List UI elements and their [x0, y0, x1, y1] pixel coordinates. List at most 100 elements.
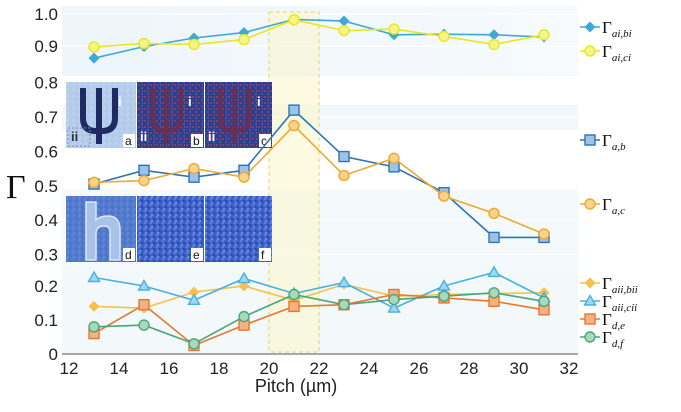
svg-text:ii: ii: [208, 129, 215, 144]
data-point-aii_cii: [337, 275, 351, 288]
data-point-a_b: [488, 231, 500, 244]
data-point-ai_ci: [188, 38, 200, 51]
data-point-a_c: [288, 119, 300, 132]
svg-text:ii: ii: [140, 129, 147, 144]
data-point-a_c: [538, 228, 550, 240]
x-tick-label: 22: [310, 359, 329, 378]
series-line-d_f: [93, 291, 545, 345]
svg-text:i: i: [257, 94, 261, 109]
data-point-d_e: [288, 300, 300, 313]
data-point-aii_cii: [437, 279, 451, 291]
legend-swatch-marker: [584, 134, 596, 146]
data-point-aii_bii: [238, 280, 250, 292]
legend-swatch-marker: [584, 331, 596, 343]
legend-item-d_e: Γd,e: [580, 310, 625, 332]
data-point-ai_ci: [338, 24, 350, 37]
data-point-a_c: [338, 169, 350, 182]
inset-b: ii i b: [137, 82, 204, 148]
legend-item-a_c: Γa,c: [580, 195, 625, 217]
legend-label: Γaii,cii: [602, 292, 637, 314]
data-point-a_c: [88, 176, 100, 189]
inset-label-f: f: [261, 248, 265, 262]
data-point-aii_cii: [237, 271, 251, 284]
series-line-d_e: [93, 293, 545, 347]
legend-item-aii_cii: Γaii,cii: [580, 292, 637, 314]
y-tick-labels: 0.3 0.4 0.5 0.6 0.7 0.8 0.9 1.0 0 0.1 0.2: [34, 5, 58, 364]
legend-swatch-marker: [584, 198, 596, 210]
x-tick-label: 14: [110, 359, 129, 378]
data-point-d_f: [88, 321, 100, 333]
data-point-ai_ci: [138, 37, 150, 50]
data-point-d_f: [438, 290, 450, 302]
data-point-aii_cii: [137, 279, 151, 291]
x-tick-label: 12: [60, 359, 79, 378]
y-tick-label: 0.1: [34, 311, 58, 330]
inset-e: e: [137, 196, 204, 262]
series-layer: [87, 13, 551, 352]
y-tick-label: 0: [49, 345, 58, 364]
inset-f: f: [205, 196, 272, 262]
data-point-a_b: [288, 104, 300, 116]
data-point-a_c: [238, 171, 250, 183]
legend-label: Γd,e: [602, 310, 625, 332]
data-point-ai_ci: [288, 14, 300, 26]
legend-swatch-marker: [584, 313, 596, 325]
y-tick-label: 0.2: [34, 277, 58, 296]
svg-text:i: i: [118, 94, 122, 109]
data-point-ai_ci: [238, 33, 250, 46]
image-insets: ii i a ii i b ii i c d: [66, 82, 272, 262]
data-point-d_f: [288, 288, 300, 301]
series-line-a_b: [93, 108, 544, 239]
x-tick-label: 26: [410, 359, 429, 378]
legend-label: Γaii,bii: [602, 274, 638, 296]
x-tick-label: 28: [460, 359, 479, 378]
data-point-ai_ci: [538, 29, 550, 41]
series-line-ai_ci: [93, 18, 545, 48]
legend-swatch-marker: [584, 277, 596, 289]
data-point-a_c: [488, 207, 500, 220]
x-tick-label: 18: [210, 359, 229, 378]
data-point-ai_ci: [438, 30, 450, 43]
data-point-d_f: [188, 338, 200, 350]
y-tick-label: 0.4: [34, 211, 58, 230]
inset-c: ii i c: [205, 82, 272, 148]
data-point-d_f: [388, 293, 400, 306]
x-tick-label: 16: [160, 359, 179, 378]
legend-label: Γd,f: [602, 328, 625, 350]
series-d_f: [88, 287, 550, 350]
data-point-a_c: [188, 162, 200, 175]
legend-swatch-marker: [583, 294, 597, 306]
data-point-aii_cii: [487, 265, 501, 278]
x-tick-label: 20: [260, 359, 279, 378]
legend-item-aii_bii: Γaii,bii: [580, 274, 638, 296]
legend-label: Γai,bi: [602, 18, 632, 40]
series-aii_cii: [87, 265, 551, 313]
inset-label-c: c: [261, 134, 267, 148]
y-tick-label: 0.6: [34, 142, 58, 161]
inset-d: d: [66, 196, 136, 262]
legend-label: Γai,ci: [602, 42, 631, 64]
inset-label-b: b: [193, 134, 200, 148]
inset-label-a: a: [125, 134, 132, 148]
y-tick-label: 0.7: [34, 108, 58, 127]
legend-swatch-marker: [584, 21, 596, 33]
series-a_c: [88, 119, 550, 240]
series-line-aii_cii: [93, 271, 545, 309]
x-axis-label: Pitch (µm): [255, 376, 337, 396]
data-point-d_f: [538, 295, 550, 307]
data-point-a_b: [338, 150, 350, 163]
data-point-a_b: [138, 164, 150, 177]
legend-label: Γa,c: [602, 195, 625, 217]
y-axis-label: Γ: [6, 169, 26, 206]
inset-label-d: d: [125, 248, 132, 262]
series-a_b: [88, 104, 550, 244]
data-point-aii_bii: [88, 300, 100, 312]
inset-a: ii i a: [66, 82, 136, 148]
data-point-d_f: [238, 310, 250, 323]
data-point-a_c: [138, 174, 150, 187]
data-point-aii_cii: [87, 270, 101, 283]
series-line-a_c: [93, 124, 545, 235]
x-tick-label: 30: [510, 359, 529, 378]
data-point-d_f: [488, 287, 500, 299]
